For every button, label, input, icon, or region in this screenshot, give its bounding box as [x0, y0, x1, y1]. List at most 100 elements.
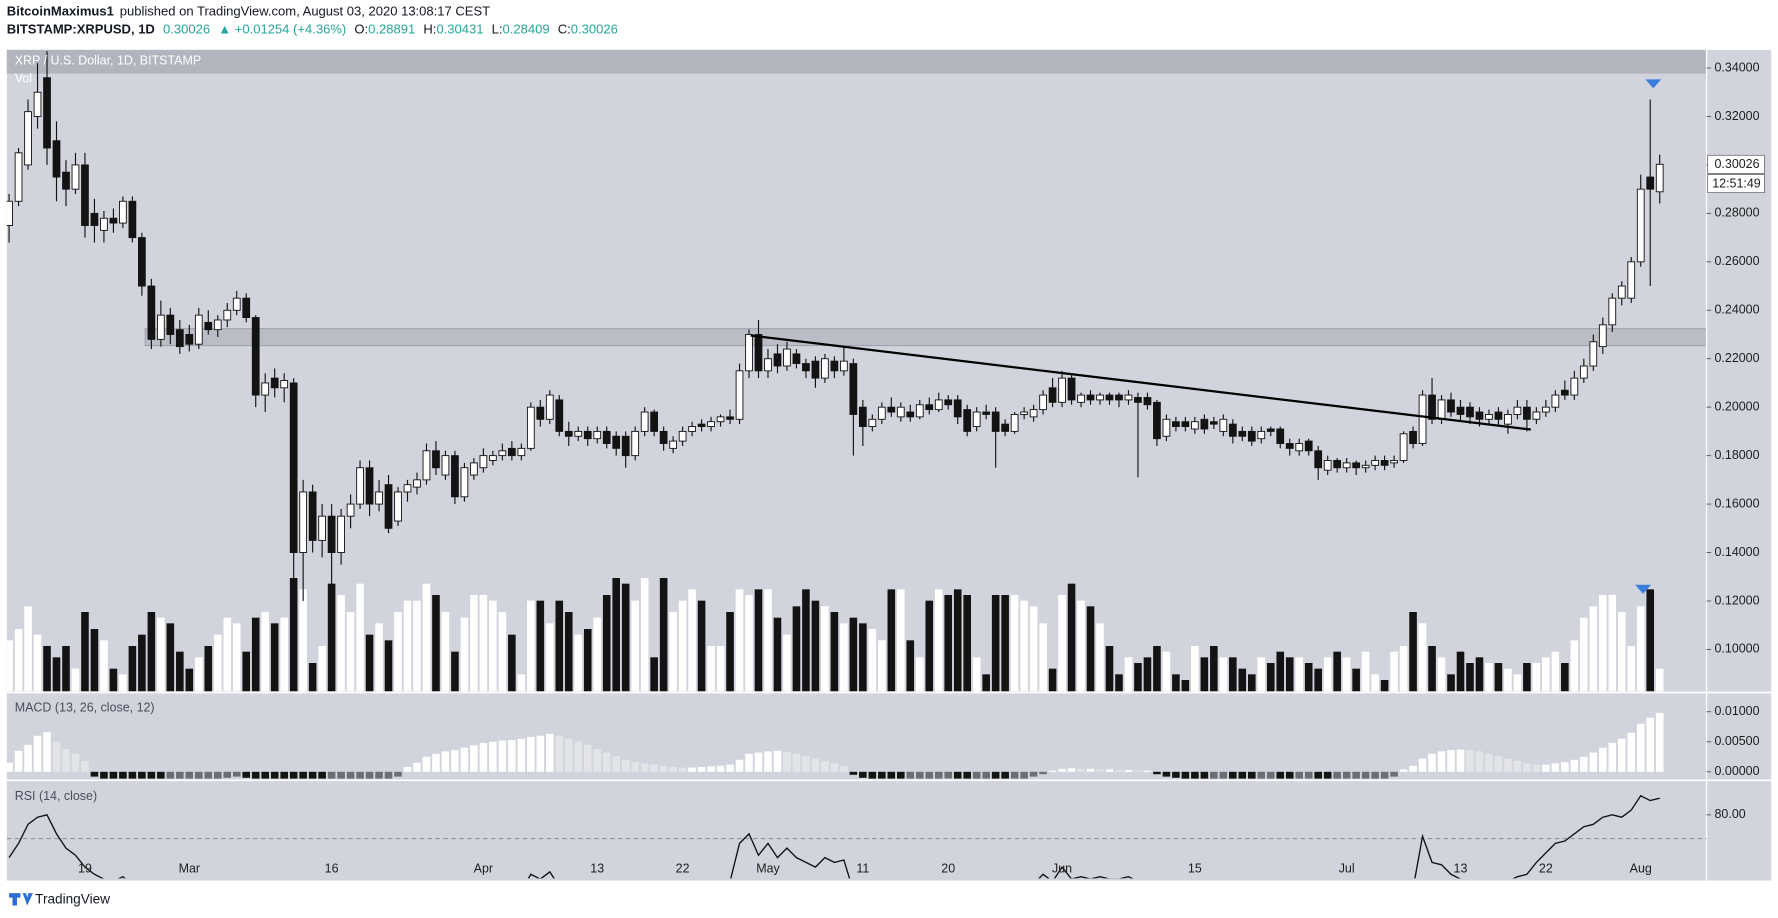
candle-body — [593, 430, 602, 440]
candle-body — [631, 430, 640, 457]
candle-body — [460, 467, 469, 498]
macd-bar — [498, 740, 507, 772]
macd-bar — [365, 771, 374, 779]
volume-bar — [934, 589, 943, 692]
candle-body — [1200, 418, 1209, 430]
macd-bar — [1077, 768, 1085, 772]
macd-bar — [802, 756, 810, 772]
macd-bar — [384, 771, 393, 779]
macd-bar — [43, 732, 51, 772]
macd-bar — [138, 771, 146, 779]
macd-bar — [1551, 763, 1560, 772]
candle-body — [1655, 163, 1664, 193]
y-tick-label: 0.28000 — [1715, 206, 1760, 220]
brand-logo — [9, 893, 33, 906]
volume-layer — [6, 578, 1664, 692]
volume-bar — [773, 617, 782, 692]
candle-body — [953, 399, 962, 418]
macd-bar — [1058, 768, 1066, 772]
candle-body — [1475, 411, 1484, 420]
x-tick-label: 11 — [856, 862, 869, 876]
macd-bar — [242, 771, 251, 778]
macd-bar — [1598, 747, 1607, 772]
macd-bar — [422, 756, 431, 772]
candle-body — [1627, 261, 1636, 299]
volume-bar — [640, 578, 649, 692]
macd-bar — [1096, 769, 1104, 772]
macd-bar — [564, 738, 573, 772]
candle-body — [1323, 460, 1332, 471]
y-tick-label: 0.22000 — [1715, 351, 1760, 365]
candle-body — [868, 418, 877, 428]
y-tick-label: 0.01000 — [1715, 704, 1760, 718]
x-tick-label: Aug — [1630, 862, 1652, 876]
volume-bar — [90, 629, 99, 692]
macd-bar — [678, 767, 687, 772]
macd-bar — [1333, 771, 1341, 779]
macd-bar — [100, 771, 108, 779]
macd-bar — [157, 771, 165, 779]
close-value: 0.30026 — [571, 22, 618, 37]
macd-bar — [1532, 764, 1541, 772]
candle-body — [1579, 365, 1588, 379]
candle-body — [52, 140, 61, 178]
candle-body — [1172, 421, 1180, 428]
candle-body — [43, 77, 51, 149]
candle-body — [1115, 394, 1123, 401]
volume-bar — [612, 578, 620, 692]
candle-body — [81, 164, 89, 226]
candle-body — [1333, 460, 1342, 469]
candle-body — [441, 455, 450, 476]
volume-bar — [299, 589, 307, 692]
candle-body — [1380, 460, 1389, 466]
macd-bar — [1513, 760, 1522, 772]
volume-bar — [346, 612, 355, 692]
candle-body — [1390, 460, 1398, 464]
candle-body — [583, 430, 592, 440]
candle-body — [507, 447, 516, 457]
candle-body — [1209, 421, 1218, 425]
macd-bar — [14, 750, 23, 772]
macd-bar — [1105, 769, 1114, 772]
candle-body — [422, 450, 431, 481]
candle-body — [1276, 428, 1285, 444]
candle-body — [526, 406, 535, 449]
volume-bar — [726, 612, 734, 692]
publish-line: BitcoinMaximus1 published on TradingView… — [7, 4, 490, 19]
volume-bar — [489, 600, 497, 692]
macd-bar — [1342, 771, 1351, 779]
candle-body — [1039, 394, 1047, 411]
volume-bar — [944, 595, 953, 692]
volume-bar — [232, 623, 241, 692]
candle-body — [6, 200, 13, 226]
candle-body — [213, 319, 222, 331]
volume-bar — [1589, 606, 1598, 692]
candle-body — [261, 382, 270, 396]
macd-bar — [1361, 771, 1370, 779]
candle-body — [33, 91, 42, 117]
candle-body — [280, 380, 289, 389]
volume-bar — [43, 646, 51, 692]
volume-bar — [375, 623, 383, 692]
volume-bar — [764, 589, 772, 692]
macd-bar — [536, 735, 545, 772]
candle-body — [1352, 462, 1361, 469]
macd-bar — [840, 765, 848, 772]
macd-bar — [915, 771, 924, 779]
volume-bar — [1456, 651, 1465, 692]
volume-bar — [318, 646, 326, 692]
macd-bar — [982, 771, 990, 779]
macd-bar — [612, 756, 620, 772]
y-tick-label: 0.00500 — [1715, 734, 1760, 748]
macd-bar — [1542, 764, 1550, 772]
candle-body — [451, 455, 459, 498]
macd-bar — [1219, 771, 1228, 779]
volume-bar — [830, 612, 839, 692]
volume-bar — [1115, 674, 1123, 692]
candle-body — [1238, 430, 1247, 437]
candle-body — [1219, 418, 1228, 432]
candle-body — [1134, 397, 1142, 403]
volume-bar — [138, 634, 146, 692]
price-pane-title: XRP / U.S. Dollar, 1D, BITSTAMP — [15, 53, 201, 67]
volume-bar — [583, 629, 592, 692]
